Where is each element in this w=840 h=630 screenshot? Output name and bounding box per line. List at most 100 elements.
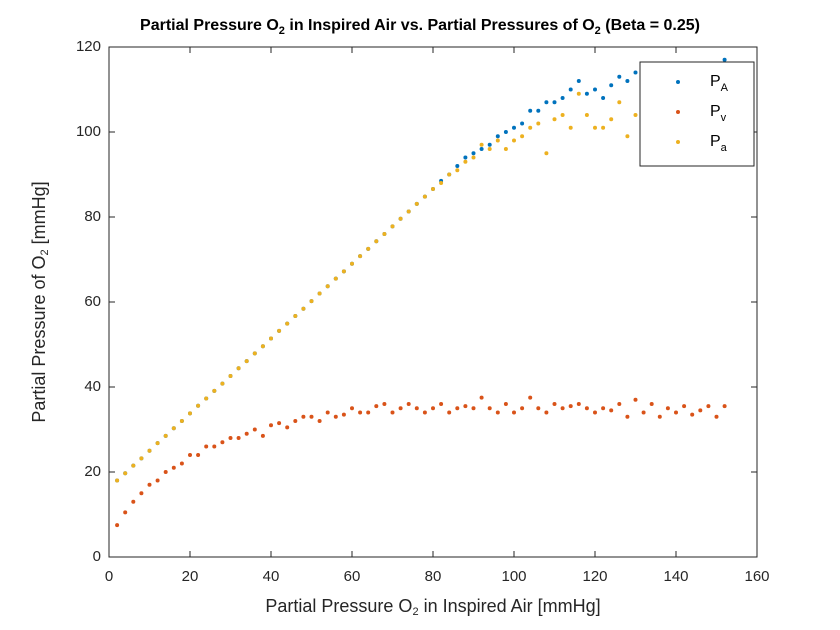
data-point — [228, 373, 233, 378]
y-tick-label: 100 — [76, 123, 101, 140]
data-point — [350, 406, 354, 411]
x-tick-label: 0 — [105, 568, 113, 585]
data-point — [163, 433, 168, 438]
data-point — [690, 412, 695, 417]
x-tick-label: 120 — [582, 568, 607, 585]
data-point — [285, 425, 290, 430]
axes-box — [108, 46, 758, 558]
data-point — [495, 410, 500, 415]
data-point — [503, 130, 508, 134]
data-point — [674, 410, 678, 415]
data-point — [390, 224, 395, 229]
data-point — [244, 359, 249, 364]
data-point — [277, 328, 282, 333]
data-point — [333, 414, 338, 419]
y-tick-label: 20 — [84, 463, 101, 480]
text-part: Partial Pressure O — [140, 17, 279, 34]
data-point — [431, 406, 435, 411]
text-part: P — [710, 133, 721, 150]
data-point — [536, 406, 541, 411]
data-point — [382, 232, 387, 236]
data-point — [366, 410, 371, 415]
text-part: in Inspired Air vs. Partial Pressures of… — [285, 17, 595, 34]
subscript: A — [721, 82, 729, 94]
data-point — [528, 395, 533, 400]
data-point — [228, 436, 233, 440]
x-tick-label: 140 — [663, 568, 688, 585]
data-point — [520, 406, 525, 411]
data-point — [633, 113, 638, 117]
legend-marker — [676, 110, 680, 114]
data-point — [269, 423, 273, 428]
data-point — [317, 419, 322, 423]
data-point — [471, 155, 476, 160]
data-point — [196, 453, 201, 457]
data-point — [576, 402, 581, 406]
legend-label: PA — [710, 73, 729, 94]
data-point — [657, 414, 662, 419]
data-point — [471, 151, 476, 156]
data-point — [244, 431, 249, 436]
data-point — [568, 125, 573, 130]
data-point — [285, 321, 290, 326]
data-point — [512, 125, 516, 130]
data-point — [593, 125, 597, 130]
data-point — [649, 402, 654, 406]
text-part: in Inspired Air [mmHg] — [419, 596, 601, 616]
data-point — [455, 164, 460, 168]
data-point — [455, 168, 460, 173]
data-point — [188, 453, 192, 457]
data-point — [503, 147, 508, 151]
data-point — [593, 87, 597, 92]
y-tick-label: 80 — [84, 208, 101, 225]
data-point — [560, 406, 565, 411]
data-point — [479, 142, 484, 147]
data-point — [350, 261, 354, 266]
data-point — [179, 461, 184, 466]
legend-marker — [676, 140, 680, 144]
data-point — [584, 91, 589, 96]
data-point — [422, 194, 427, 199]
data-point — [390, 410, 395, 415]
data-point — [625, 134, 630, 139]
data-point — [568, 87, 573, 92]
data-point — [236, 366, 241, 371]
data-point — [714, 414, 719, 419]
data-point — [382, 402, 387, 406]
data-point — [301, 414, 306, 419]
data-point — [252, 351, 257, 356]
subscript: 2 — [39, 249, 51, 255]
data-point — [317, 291, 322, 296]
data-point — [293, 419, 298, 423]
data-point — [455, 406, 460, 411]
subscript: 2 — [412, 606, 418, 618]
data-point — [139, 491, 144, 496]
data-point — [406, 402, 411, 406]
data-point — [479, 147, 484, 151]
data-point — [115, 478, 120, 483]
data-point — [722, 404, 727, 409]
y-tick-label: 0 — [93, 548, 101, 565]
y-tick-label: 120 — [76, 38, 101, 55]
data-point — [301, 306, 306, 311]
data-point — [155, 441, 160, 446]
data-point — [123, 510, 128, 515]
data-point — [398, 216, 403, 221]
data-point — [358, 254, 363, 259]
text-part: P — [710, 73, 721, 90]
data-point — [520, 134, 525, 139]
data-point — [204, 444, 209, 449]
data-point — [447, 172, 452, 177]
data-point — [722, 57, 727, 62]
y-tick-label: 40 — [84, 378, 101, 395]
y-tick-label: 60 — [84, 293, 101, 310]
subscript: 2 — [279, 25, 285, 37]
data-point — [503, 402, 508, 406]
data-point — [414, 406, 419, 411]
text-part: [mmHg] — [29, 181, 49, 249]
data-point — [495, 134, 500, 139]
data-point — [252, 427, 257, 432]
data-point — [333, 276, 338, 281]
data-point — [309, 299, 314, 304]
